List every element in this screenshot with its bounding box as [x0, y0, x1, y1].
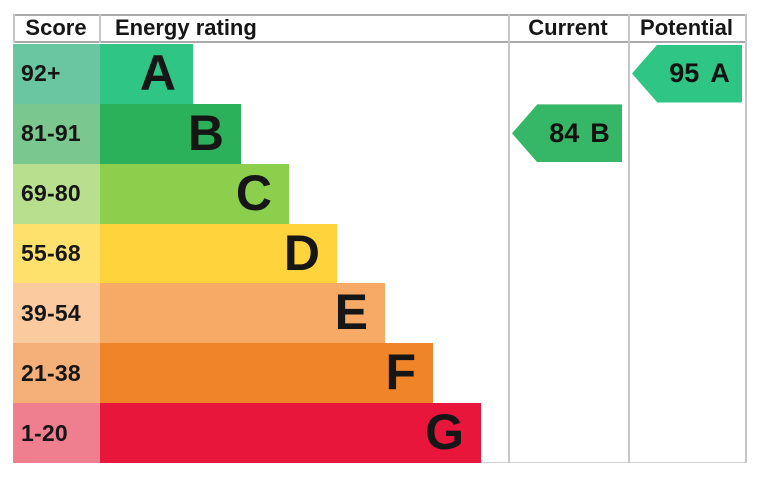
- rating-band-letter: D: [283, 224, 320, 281]
- rating-row: 69-80 C: [13, 163, 755, 224]
- energy-rating-column-header: Energy rating: [115, 15, 257, 40]
- rating-band-bar: B: [100, 103, 241, 164]
- rating-row: 1-20 G: [13, 403, 755, 464]
- rating-band-bar: D: [100, 223, 337, 284]
- current-column-header: Current: [528, 15, 608, 40]
- score-range-cell: 81-91: [13, 103, 100, 164]
- rating-row: 39-54 E: [13, 283, 755, 344]
- rating-band-letter: E: [334, 284, 368, 341]
- current-letter: B: [590, 117, 610, 148]
- potential-score: 95: [669, 58, 700, 88]
- rating-band-bar: A: [100, 44, 193, 104]
- rating-band-letter: C: [235, 164, 272, 221]
- score-column-header: Score: [25, 15, 87, 40]
- header-bottom-border: [13, 41, 746, 43]
- rating-band-bar: F: [100, 343, 433, 404]
- rating-band-bar: C: [100, 163, 289, 224]
- rating-band-letter: B: [187, 104, 224, 161]
- rating-band-bar: E: [100, 283, 385, 344]
- current-rating-arrow: 84 B: [512, 104, 622, 163]
- rating-row: 55-68 D: [13, 223, 755, 284]
- score-range-cell: 1-20: [13, 403, 100, 464]
- score-column-divider: [99, 14, 101, 43]
- table-top-border: [13, 14, 746, 16]
- rating-band-bar: G: [100, 403, 481, 464]
- score-range-cell: 55-68: [13, 223, 100, 284]
- rating-bands: 92+ A 81-91 B 69-80 C 55-68 D 39-54 E 21…: [13, 44, 755, 464]
- score-range-cell: 39-54: [13, 283, 100, 344]
- rating-row: 81-91 B: [13, 103, 755, 164]
- potential-column-divider: [628, 14, 630, 463]
- score-range-cell: 92+: [13, 44, 100, 104]
- current-score: 84: [549, 117, 580, 148]
- score-range-cell: 21-38: [13, 343, 100, 404]
- score-range-cell: 69-80: [13, 163, 100, 224]
- potential-rating-arrow: 95 A: [632, 44, 742, 103]
- potential-column-header: Potential: [640, 15, 733, 40]
- current-column-divider: [508, 14, 510, 463]
- rating-band-letter: A: [139, 44, 176, 101]
- potential-letter: A: [710, 58, 730, 88]
- rating-band-letter: F: [385, 344, 416, 401]
- rating-band-letter: G: [425, 404, 464, 461]
- table-right-border: [745, 14, 747, 463]
- rating-row: 92+ A: [13, 44, 755, 104]
- rating-row: 21-38 F: [13, 343, 755, 404]
- header-left-border: [13, 14, 15, 43]
